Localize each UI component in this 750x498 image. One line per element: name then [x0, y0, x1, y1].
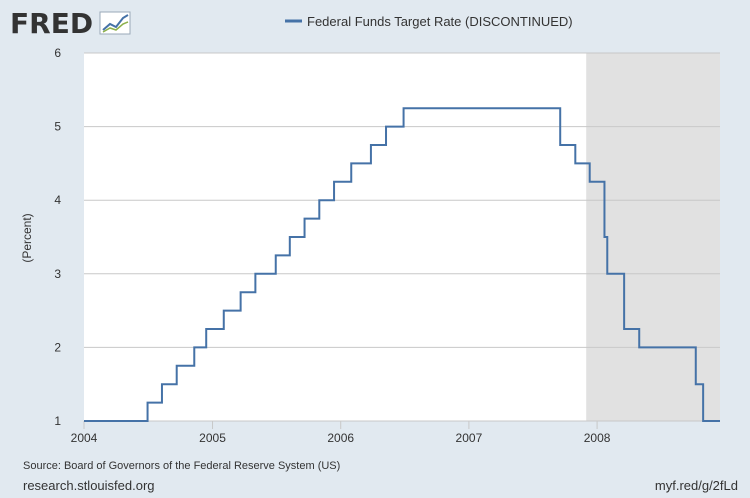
x-tick-label: 2004 [71, 431, 98, 445]
fred-chart-icon [99, 11, 131, 35]
y-tick-label: 6 [54, 46, 61, 60]
y-axis-ticks: 1 2 3 4 5 6 [54, 46, 61, 428]
x-axis-ticks: 2004 2005 2006 2007 2008 [71, 421, 611, 445]
legend-label: Federal Funds Target Rate (DISCONTINUED) [307, 14, 573, 29]
y-tick-label: 5 [54, 120, 61, 134]
recession-shading [586, 53, 720, 421]
y-tick-label: 3 [54, 267, 61, 281]
y-axis-title: (Percent) [20, 213, 34, 262]
fred-logo-text: FRED [10, 7, 93, 40]
y-tick-label: 2 [54, 340, 61, 354]
recession-band [586, 53, 720, 421]
fred-logo[interactable]: FRED [10, 7, 131, 40]
short-url-link[interactable]: myf.red/g/2fLd [654, 478, 738, 493]
legend[interactable]: Federal Funds Target Rate (DISCONTINUED) [285, 14, 573, 29]
site-link[interactable]: research.stlouisfed.org [23, 478, 155, 493]
source-note: Source: Board of Governors of the Federa… [23, 460, 341, 472]
y-tick-label: 4 [54, 193, 61, 207]
series-layer [84, 107, 720, 422]
y-tick-label: 1 [54, 414, 61, 428]
x-tick-label: 2006 [327, 431, 354, 445]
x-tick-label: 2008 [584, 431, 611, 445]
x-tick-label: 2007 [456, 431, 483, 445]
x-tick-label: 2005 [199, 431, 226, 445]
series-line [84, 107, 720, 422]
